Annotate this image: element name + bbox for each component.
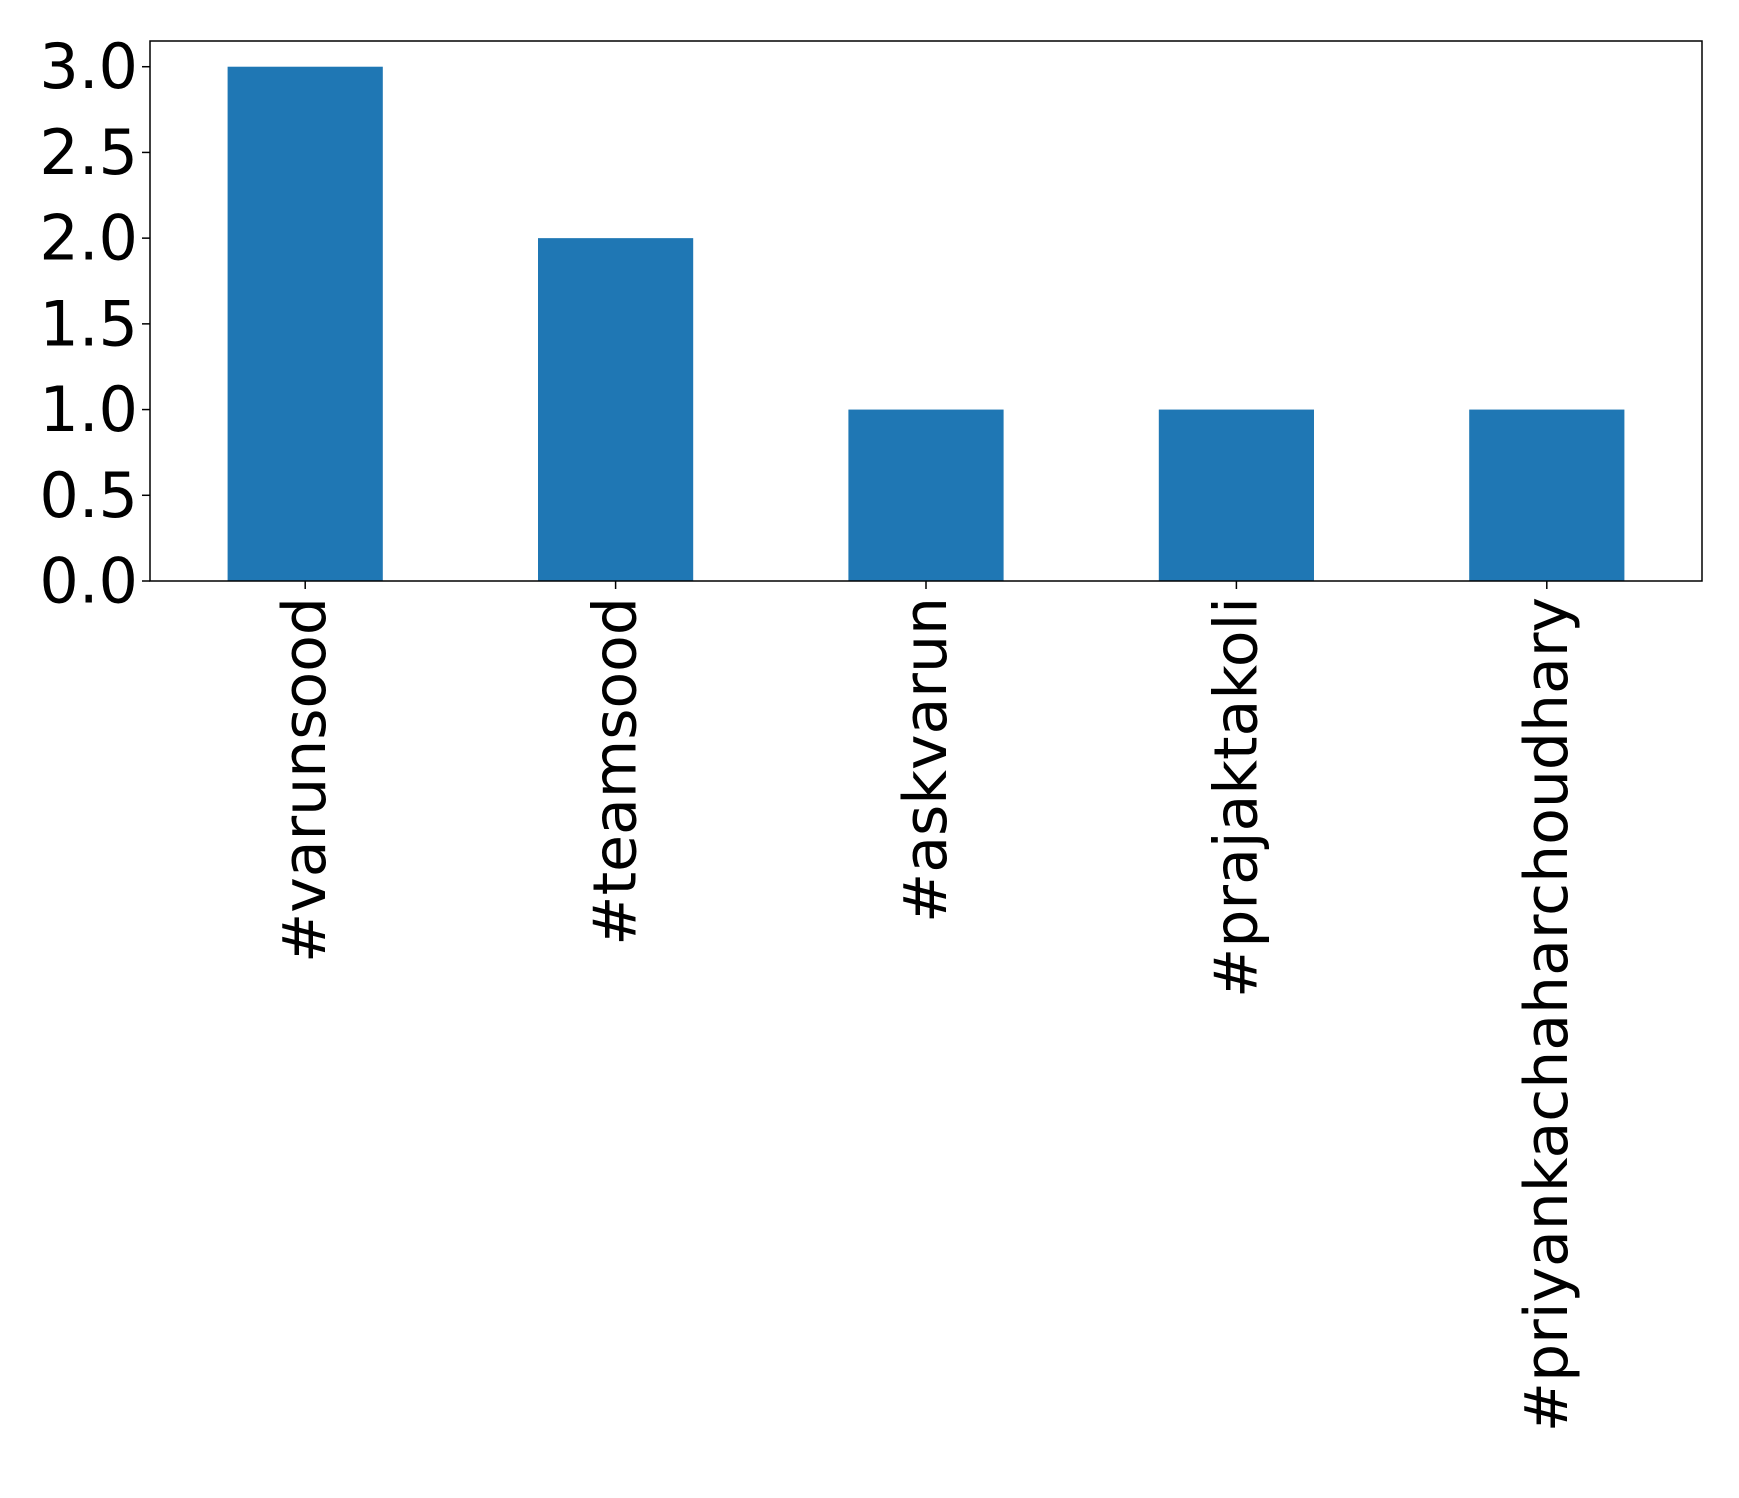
x-axis: #varunsood #teamsood #askvarun #prajaktakol…	[270, 581, 1582, 1432]
y-tick-label: 0.0	[39, 545, 138, 618]
bar	[1469, 409, 1625, 581]
bar	[848, 409, 1004, 581]
x-tick-label: #askvarun	[891, 597, 961, 923]
y-tick-label: 3.0	[39, 30, 138, 103]
x-tick-label: #priyankachaharchoudhary	[1512, 597, 1582, 1432]
y-tick-label: 0.5	[39, 459, 138, 532]
y-tick-label: 1.5	[39, 287, 138, 360]
x-tick-label: #teamsood	[581, 597, 651, 946]
bar	[227, 66, 383, 581]
x-tick-label: #varunsood	[270, 597, 340, 963]
bar	[1158, 409, 1314, 581]
y-tick-label: 2.5	[39, 116, 138, 189]
y-tick-label: 2.0	[39, 202, 138, 275]
y-axis: 0.0 0.5 1.0 1.5 2.0 2.5 3.0	[39, 30, 150, 618]
x-tick-label: #prajaktakoli	[1201, 597, 1271, 998]
y-tick-label: 1.0	[39, 373, 138, 446]
bars-group	[227, 66, 1625, 581]
bar	[538, 238, 694, 581]
plot-frame	[149, 40, 1703, 582]
